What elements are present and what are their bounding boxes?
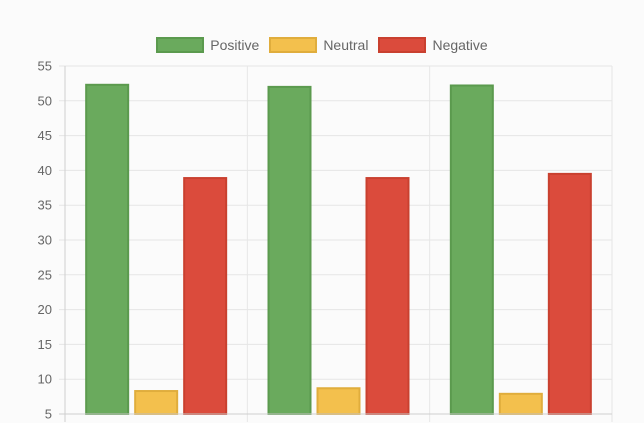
legend-item-negative[interactable]: Negative [378,37,488,53]
y-tick-label: 15 [38,337,52,352]
bar-positive-1 [267,85,312,415]
y-axis-ticks: 55 50 45 40 35 30 25 20 15 10 5 [38,59,52,422]
bar-neutral-2 [498,392,543,416]
bar-neutral-1 [316,387,361,415]
y-tick-label: 20 [38,302,52,317]
legend-swatch-positive [156,37,205,53]
y-tick-label: 35 [38,198,52,213]
bar-positive-2 [449,84,494,415]
grid-layer [59,65,613,422]
y-tick-label: 10 [38,372,52,387]
y-tick-label: 5 [45,407,52,422]
legend-label-positive: Positive [210,37,260,53]
bar-negative-2 [547,172,592,415]
y-tick-label: 25 [38,267,52,282]
legend-label-negative: Negative [432,37,488,53]
legend-swatch-negative [378,37,427,53]
legend-item-neutral[interactable]: Neutral [269,37,368,53]
chart-legend: Positive Neutral Negative [0,37,644,53]
y-tick-label: 50 [38,93,52,108]
legend-label-neutral: Neutral [323,37,369,53]
legend-item-positive[interactable]: Positive [156,37,259,53]
bar-negative-1 [365,177,410,415]
bar-negative-0 [183,177,228,415]
y-tick-label: 40 [38,163,52,178]
y-tick-label: 30 [38,233,52,248]
y-tick-label: 45 [38,128,52,143]
bar-positive-0 [85,83,130,416]
y-tick-label: 55 [38,59,52,74]
legend-swatch-neutral [269,37,318,53]
axis-layer [59,66,612,422]
bar-neutral-0 [134,390,179,416]
bars-layer [85,83,592,416]
